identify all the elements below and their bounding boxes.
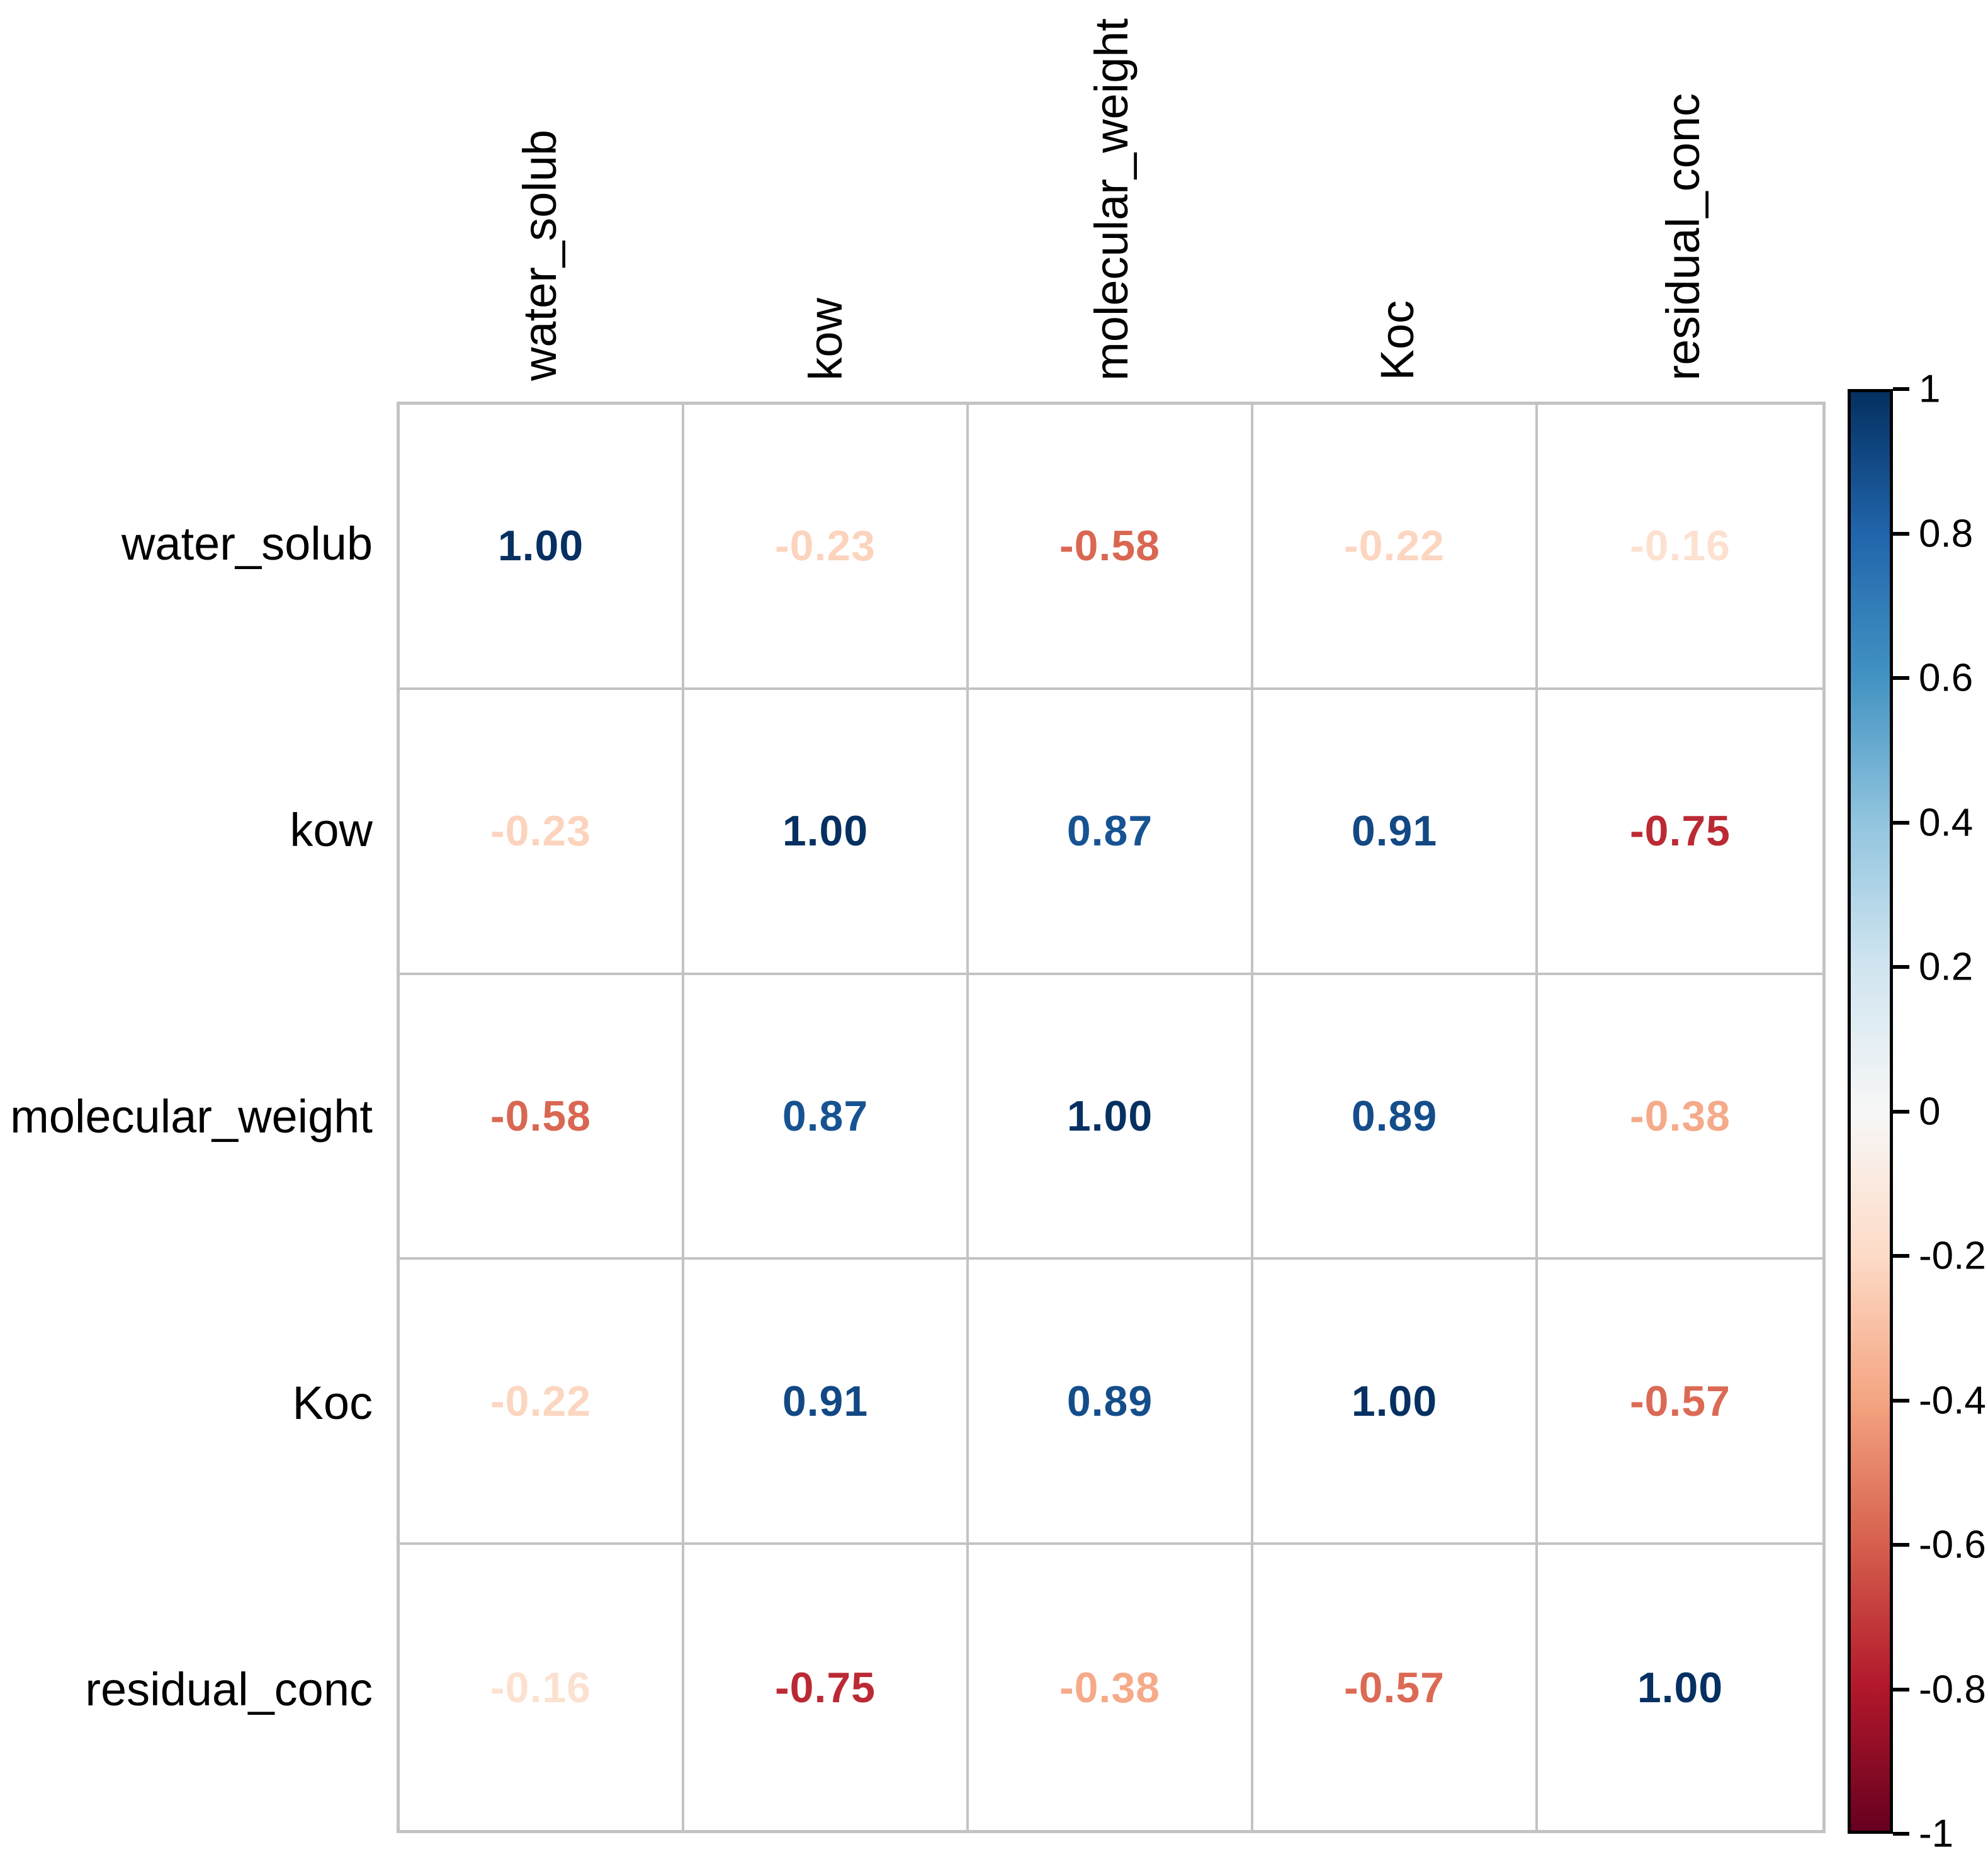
cell-value: -0.22 (490, 1377, 591, 1425)
matrix-cell: -0.16 (1538, 405, 1822, 690)
cell-value: -0.16 (490, 1663, 591, 1712)
colorbar-tick (1893, 1398, 1909, 1403)
column-label-text: residual_conc (1656, 93, 1709, 381)
cell-value: 0.91 (1351, 807, 1438, 856)
cell-value: 1.00 (497, 522, 584, 570)
column-label-text: water_solub (513, 129, 566, 381)
row-label: molecular_weight (10, 1090, 373, 1143)
column-label-text: molecular_weight (1085, 18, 1138, 381)
column-label-text: kow (799, 298, 852, 381)
colorbar-tick (1893, 531, 1909, 536)
matrix-cell: 0.87 (969, 689, 1253, 975)
matrix-cell: -0.22 (1253, 405, 1538, 690)
cell-value: 1.00 (782, 807, 869, 856)
cell-value: 1.00 (1637, 1663, 1724, 1712)
matrix-cell: -0.58 (400, 974, 684, 1260)
matrix-cell: -0.58 (969, 405, 1253, 690)
matrix-cell: -0.16 (400, 1545, 684, 1830)
cell-value: -0.58 (490, 1092, 591, 1140)
matrix-cell: -0.75 (684, 1545, 969, 1830)
colorbar-tick-label: -0.4 (1919, 1379, 1986, 1422)
cell-value: 0.89 (1066, 1377, 1153, 1425)
colorbar-tick (1893, 1109, 1909, 1114)
cell-value: -0.57 (1630, 1377, 1731, 1425)
cell-value: 0.87 (1066, 807, 1153, 856)
column-label-text: Koc (1370, 300, 1423, 381)
cell-value: -0.23 (490, 807, 591, 856)
row-label: kow (290, 803, 373, 856)
matrix-cell: -0.57 (1538, 1260, 1822, 1545)
cell-value: -0.75 (775, 1663, 876, 1712)
cell-value: -0.38 (1630, 1092, 1731, 1140)
cell-value: 0.89 (1351, 1092, 1438, 1140)
colorbar-tick-label: 0 (1919, 1090, 1941, 1133)
column-label: water_solub (511, 0, 568, 381)
colorbar-tick-label: 0.6 (1919, 656, 1974, 700)
colorbar-tick-label: -0.2 (1919, 1234, 1986, 1278)
column-label: residual_conc (1654, 0, 1711, 381)
colorbar-tick (1893, 1687, 1909, 1692)
colorbar-tick (1893, 1543, 1909, 1547)
matrix-cell: -0.23 (684, 405, 969, 690)
cell-value: -0.16 (1630, 522, 1731, 570)
cell-value: 0.87 (782, 1092, 869, 1140)
cell-value: -0.22 (1344, 522, 1445, 570)
cell-value: -0.38 (1059, 1663, 1160, 1712)
colorbar-tick (1893, 387, 1909, 391)
colorbar-tick-label: 0.4 (1919, 801, 1974, 844)
colorbar-tick-label: -0.6 (1919, 1523, 1986, 1567)
row-label: residual_conc (85, 1663, 373, 1715)
matrix-cell: 1.00 (400, 405, 684, 690)
matrix-cell: 0.91 (1253, 689, 1538, 975)
cell-value: 0.91 (782, 1377, 869, 1425)
matrix-cell: 0.89 (969, 1260, 1253, 1545)
colorbar-tick (1893, 676, 1909, 680)
column-label: Koc (1369, 0, 1425, 381)
cell-value: -0.23 (775, 522, 876, 570)
matrix-cell: -0.23 (400, 689, 684, 975)
colorbar-tick-label: 0.2 (1919, 945, 1974, 989)
matrix-cell: -0.75 (1538, 689, 1822, 975)
colorbar-tick-label: -0.8 (1919, 1668, 1986, 1711)
colorbar-tick-label: 1 (1919, 367, 1941, 411)
colorbar-tick (1893, 1254, 1909, 1258)
colorbar-tick (1893, 820, 1909, 825)
colorbar-tick (1893, 965, 1909, 969)
cell-value: -0.57 (1344, 1663, 1445, 1712)
colorbar-gradient (1848, 389, 1893, 1834)
column-label: kow (797, 0, 854, 381)
matrix-cell: 0.91 (684, 1260, 969, 1545)
matrix-cell: 1.00 (1253, 1260, 1538, 1545)
cell-value: 1.00 (1066, 1092, 1153, 1140)
matrix-cell: -0.57 (1253, 1545, 1538, 1830)
matrix-cell: 0.89 (1253, 974, 1538, 1260)
cell-value: -0.75 (1630, 807, 1731, 856)
row-label: Koc (292, 1376, 373, 1429)
matrix-cell: 1.00 (969, 974, 1253, 1260)
colorbar-tick-label: 0.8 (1919, 512, 1974, 555)
matrix-grid: 1.00 -0.23 -0.58 -0.22 -0.16 -0.23 1.00 0.87 0.9… (397, 402, 1826, 1833)
matrix-cell: 1.00 (684, 689, 969, 975)
colorbar-tick-label: -1 (1919, 1812, 1954, 1856)
matrix-cell: -0.38 (969, 1545, 1253, 1830)
matrix-cell: 1.00 (1538, 1545, 1822, 1830)
cell-value: 1.00 (1351, 1377, 1438, 1425)
colorbar-tick (1893, 1832, 1909, 1836)
matrix-cell: -0.22 (400, 1260, 684, 1545)
column-label: molecular_weight (1083, 0, 1139, 381)
matrix-cell: -0.38 (1538, 974, 1822, 1260)
cell-value: -0.58 (1059, 522, 1160, 570)
matrix-cell: 0.87 (684, 974, 969, 1260)
row-label: water_solub (121, 517, 373, 570)
